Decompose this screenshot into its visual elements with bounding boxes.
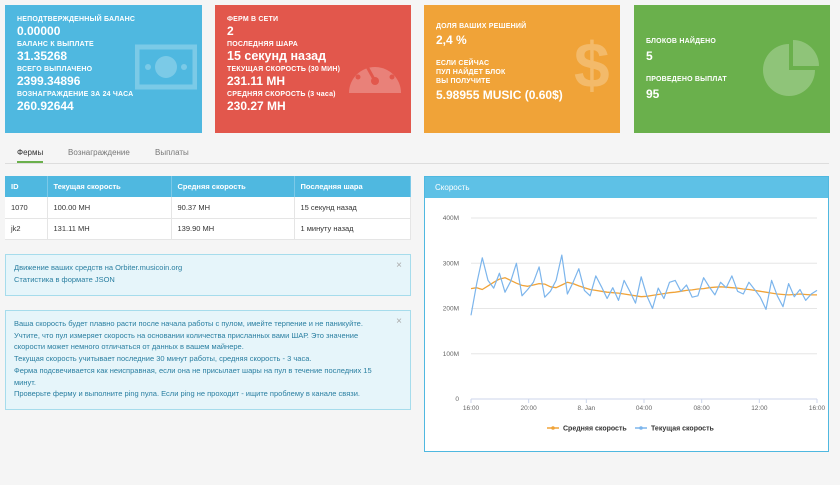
farm-id-cell: jk2 bbox=[5, 218, 48, 240]
y-tick-label: 0 bbox=[455, 396, 459, 403]
column-header[interactable]: Последняя шара bbox=[294, 176, 411, 197]
if-now-line-2: ПУЛ НАЙДЕТ БЛОК bbox=[436, 69, 506, 76]
last-share-value: 15 секунд назад bbox=[227, 49, 327, 63]
if-now-line-1: ЕСЛИ СЕЙЧАС bbox=[436, 60, 490, 67]
money-icon bbox=[135, 44, 197, 90]
x-tick-label: 04:00 bbox=[636, 405, 653, 412]
x-tick-label: 20:00 bbox=[521, 405, 538, 412]
payable-balance-label: БАЛАНС К ВЫПЛАТЕ bbox=[17, 41, 94, 48]
payouts-label: ПРОВЕДЕНО ВЫПЛАТ bbox=[646, 76, 727, 83]
share-label: ДОЛЯ ВАШИХ РЕШЕНИЙ bbox=[436, 23, 527, 30]
x-tick-label: 8. Jan bbox=[577, 405, 595, 412]
avg-speed-value: 230.27 MH bbox=[227, 99, 286, 113]
avg-speed-cell: 139.90 MH bbox=[171, 218, 295, 240]
links-alert: × Движение ваших средств на Orbiter.musi… bbox=[5, 254, 411, 296]
speed-chart: 0 100M 200M 300M 400M 16:00 20:00 8. Jan 04:00 08… bbox=[443, 215, 826, 433]
legend-label: Средняя скорость bbox=[563, 426, 627, 433]
avg-speed-cell: 90.37 MH bbox=[171, 197, 295, 219]
tab-rewards[interactable]: Вознаграждение bbox=[68, 148, 130, 157]
tab-bar: Фермы Вознаграждение Выплаты bbox=[5, 145, 829, 164]
unconfirmed-balance-value: 0.00000 bbox=[17, 24, 61, 38]
series-line-2 bbox=[470, 254, 818, 316]
current-speed-cell: 131.11 MH bbox=[47, 218, 172, 240]
blocks-found-value: 5 bbox=[646, 49, 653, 63]
column-header[interactable]: Текущая скорость bbox=[47, 176, 172, 197]
farms-online-value: 2 bbox=[227, 24, 234, 38]
info-line: Учтите, что пул измеряет скорость на осн… bbox=[14, 330, 359, 340]
blocks-card: БЛОКОВ НАЙДЕНО 5 ПРОВЕДЕНО ВЫПЛАТ 95 bbox=[634, 5, 830, 133]
series-line-1 bbox=[470, 277, 817, 298]
close-icon[interactable]: × bbox=[396, 316, 402, 327]
share-value: 2,4 % bbox=[436, 33, 467, 47]
y-tick-label: 400M bbox=[443, 215, 459, 222]
last-share-cell: 15 секунд назад bbox=[294, 197, 411, 219]
y-tick-label: 300M bbox=[443, 260, 459, 267]
tab-farms[interactable]: Фермы bbox=[17, 148, 44, 163]
reward-24h-label: ВОЗНАГРАЖДЕНИЕ ЗА 24 ЧАСА bbox=[17, 91, 134, 98]
legend-marker bbox=[639, 426, 643, 430]
column-header[interactable]: Средняя скорость bbox=[171, 176, 295, 197]
x-tick-label: 12:00 bbox=[751, 405, 768, 412]
close-icon[interactable]: × bbox=[396, 260, 402, 271]
info-line: Ваша скорость будет плавно расти после н… bbox=[14, 319, 363, 328]
info-line: Ферма подсвечивается как неисправная, ес… bbox=[14, 365, 372, 375]
speedometer-icon bbox=[349, 57, 401, 93]
avg-speed-label: СРЕДНЯЯ СКОРОСТЬ (3 часа) bbox=[227, 91, 336, 98]
info-line: Проверьте ферму и выполните ping пула. Е… bbox=[14, 389, 360, 399]
payouts-value: 95 bbox=[646, 87, 660, 101]
orbiter-link[interactable]: Движение ваших средств на Orbiter.musico… bbox=[14, 263, 183, 272]
last-share-cell: 1 минуту назад bbox=[294, 218, 411, 240]
x-tick-label: 16:00 bbox=[809, 405, 826, 412]
farm-id-cell: 1070 bbox=[5, 197, 48, 219]
total-paid-value: 2399.34896 bbox=[17, 74, 81, 88]
if-now-line-3: ВЫ ПОЛУЧИТЕ bbox=[436, 78, 491, 85]
y-tick-label: 200M bbox=[443, 306, 459, 313]
info-line: минут. bbox=[14, 377, 36, 387]
info-line: скорости может немного отличаться от дан… bbox=[14, 342, 244, 352]
current-speed-value: 231.11 MH bbox=[227, 74, 286, 88]
x-tick-label: 08:00 bbox=[694, 405, 711, 412]
reward-24h-value: 260.92644 bbox=[17, 99, 74, 113]
json-stats-link[interactable]: Статистика в формате JSON bbox=[14, 274, 115, 284]
current-speed-label: ТЕКУЩАЯ СКОРОСТЬ (30 МИН) bbox=[227, 66, 341, 73]
share-card: $ ДОЛЯ ВАШИХ РЕШЕНИЙ 2,4 % ЕСЛИ СЕЙЧАС П… bbox=[424, 5, 620, 133]
speed-panel: Скорость 0 100M 200M 300M 400M 16:00 20:00 8. J… bbox=[424, 176, 829, 452]
x-tick-label: 16:00 bbox=[463, 405, 480, 412]
info-line: Текущая скорость учитывает последние 30 … bbox=[14, 354, 312, 364]
farms-card: ФЕРМ В СЕТИ 2 ПОСЛЕДНЯЯ ШАРА 15 секунд н… bbox=[215, 5, 411, 133]
farms-table: ID Текущая скорость Средняя скорость Пос… bbox=[5, 176, 411, 240]
table-row[interactable]: 1070 100.00 MH 90.37 MH 15 секунд назад bbox=[5, 197, 411, 219]
dollar-icon: $ bbox=[574, 29, 610, 101]
column-header[interactable]: ID bbox=[5, 176, 48, 197]
total-paid-label: ВСЕГО ВЫПЛАЧЕНО bbox=[17, 66, 93, 73]
expected-reward-value: 5.98955 MUSIC (0.60$) bbox=[436, 88, 563, 102]
tab-payouts[interactable]: Выплаты bbox=[155, 148, 189, 157]
table-row[interactable]: jk2 131.11 MH 139.90 MH 1 минуту назад bbox=[5, 218, 411, 240]
legend-marker bbox=[551, 426, 555, 430]
current-speed-cell: 100.00 MH bbox=[47, 197, 172, 219]
legend-label: Текущая скорость bbox=[651, 426, 714, 433]
last-share-label: ПОСЛЕДНЯЯ ШАРА bbox=[227, 41, 298, 48]
payable-balance-value: 31.35268 bbox=[17, 49, 68, 63]
speed-panel-title: Скорость bbox=[425, 177, 828, 198]
blocks-found-label: БЛОКОВ НАЙДЕНО bbox=[646, 38, 717, 45]
info-alert: × Ваша скорость будет плавно расти после… bbox=[5, 310, 411, 410]
pie-chart-icon bbox=[763, 40, 819, 96]
unconfirmed-balance-label: НЕПОДТВЕРЖДЕННЫЙ БАЛАНС bbox=[17, 16, 136, 23]
table-header-row: ID Текущая скорость Средняя скорость Пос… bbox=[5, 176, 411, 197]
farms-online-label: ФЕРМ В СЕТИ bbox=[227, 16, 279, 23]
y-tick-label: 100M bbox=[443, 351, 459, 358]
balance-card: НЕПОДТВЕРЖДЕННЫЙ БАЛАНС 0.00000 БАЛАНС К… bbox=[5, 5, 202, 133]
